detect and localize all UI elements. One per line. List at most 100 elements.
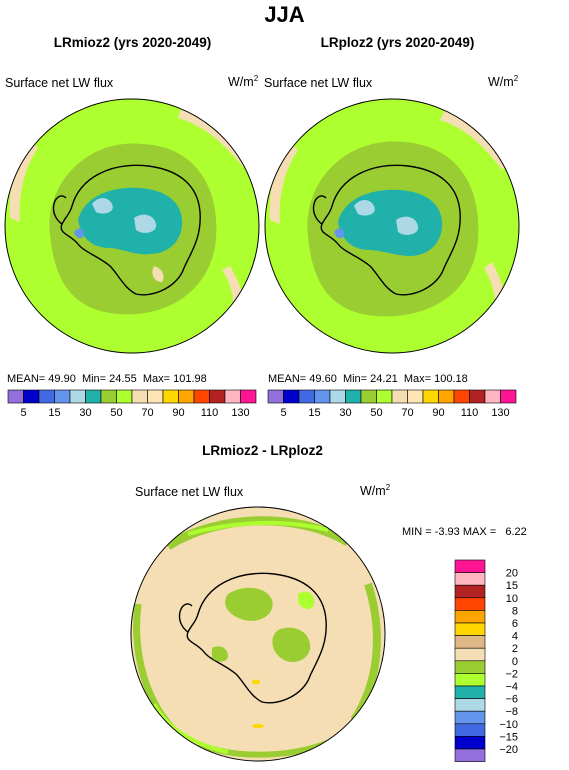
ice-patch	[269, 144, 298, 224]
diff-warm-spot	[252, 724, 264, 728]
panel-1-colorbar-swatch	[162, 389, 179, 404]
diff-colorbar-swatch	[454, 584, 486, 599]
panel-1-colorbar-swatch	[178, 389, 195, 404]
panel-2-colorbar-swatch	[422, 389, 439, 404]
interior-light	[134, 214, 157, 233]
diff-colorbar-tick-label: 4	[512, 631, 518, 643]
panel-2-colorbar-swatch	[283, 389, 300, 404]
panel-2-variable: Surface net LW flux	[264, 76, 373, 90]
diff-green-patch	[212, 646, 228, 662]
diff-colorbar-tick-label: −10	[499, 719, 518, 731]
diff-colorbar-tick-label: 10	[506, 593, 518, 605]
panel-1-colorbar-tick-label: 5	[20, 407, 26, 419]
panel-1-colorbar-tick-label: 15	[48, 407, 60, 419]
panel-2-colorbar-swatch	[267, 389, 284, 404]
ice-patch	[440, 108, 510, 170]
diff-colorbar-swatch	[454, 635, 486, 649]
diff-colorbar-swatch	[454, 710, 486, 725]
panel-2-colorbar-swatch	[376, 389, 393, 404]
panel-2-colorbar-tick-label: 110	[461, 407, 479, 419]
panel-1-stats: MEAN= 49.90 Min= 24.55 Max= 101.98	[7, 373, 207, 385]
diff-colorbar-tick-label: 6	[512, 618, 518, 630]
diff-colorbar-swatch	[454, 610, 486, 624]
panel-1-colorbar-swatch	[23, 389, 40, 404]
panel-2-colorbar-tick-label: 90	[432, 407, 444, 419]
panel-1-colorbar-swatch	[240, 389, 257, 404]
panel-1-colorbar-swatch	[116, 389, 133, 404]
diff-colorbar-tick-label: 0	[512, 656, 518, 668]
panel-1-colorbar-tick-label: 110	[201, 407, 219, 419]
panel-2-colorbar-swatch	[345, 389, 362, 404]
panel-2-colorbar-tick-label: 50	[370, 407, 382, 419]
panel-1-colorbar-tick-label: 50	[110, 407, 122, 419]
interior-light	[354, 200, 375, 216]
panel-2-colorbar-swatch	[391, 389, 408, 404]
panel-1-colorbar-swatch	[100, 389, 117, 404]
diff-colorbar-tick-label: −4	[505, 681, 518, 693]
diff-green-patch	[225, 587, 273, 621]
diff-colorbar-tick-label: −20	[499, 744, 518, 756]
diff-light-patch	[298, 591, 315, 610]
diff-colorbar-swatch	[454, 597, 486, 611]
panel-2-map	[264, 98, 520, 354]
figure-title: JJA	[264, 2, 305, 27]
panel-1-colorbar-tick-label: 90	[172, 407, 184, 419]
panel-2-colorbar-swatch	[500, 389, 517, 404]
panel-2-colorbar-swatch	[469, 389, 486, 404]
panel-1-colorbar-swatch	[69, 389, 86, 404]
light-ring	[265, 99, 519, 353]
panel-1-colorbar-swatch	[147, 389, 164, 404]
diff-colorbar-tick-label: −15	[499, 731, 518, 743]
diff-colorbar-swatch	[454, 673, 486, 687]
diff-light-band	[152, 703, 229, 754]
panel-1-colorbar-swatch	[38, 389, 55, 404]
panel-2-colorbar-swatch	[298, 389, 315, 404]
interior-blue	[74, 228, 84, 239]
interior-light	[92, 198, 113, 214]
panel-2-stats: MEAN= 49.60 Min= 24.21 Max= 100.18	[268, 373, 468, 385]
panel-2-colorbar-swatch	[360, 389, 377, 404]
panel-1-colorbar: 5 15 30 50 70 90 110 130	[7, 389, 257, 419]
panel-1-map	[4, 98, 260, 354]
interior-light	[396, 216, 419, 235]
diff-map	[130, 506, 386, 762]
panel-2-colorbar-swatch	[438, 389, 455, 404]
light-ring	[5, 99, 259, 353]
diff-colorbar-tick-label: 8	[512, 605, 518, 617]
panel-1-colorbar-swatch	[54, 389, 71, 404]
diff-green-patch	[272, 627, 311, 663]
panel-2-colorbar-tick-label: 30	[339, 407, 351, 419]
diff-colorbar-swatch	[454, 559, 486, 573]
panel-2-colorbar-tick-label: 5	[280, 407, 286, 419]
panel-1-colorbar-swatch	[131, 389, 148, 404]
panel-2-colorbar-swatch	[484, 389, 501, 404]
ice-patch	[178, 106, 250, 168]
panel-1-colorbar-swatch	[209, 389, 226, 404]
diff-colorbar-swatch	[454, 723, 486, 737]
diff-stats: MIN = -3.93 MAX = 6.22	[402, 526, 527, 538]
diff-title: LRmioz2 - LRploz2	[202, 443, 323, 458]
diff-colorbar-tick-label: −6	[505, 694, 518, 706]
panel-1-colorbar-swatch	[224, 389, 241, 404]
panel-2-colorbar-swatch	[314, 389, 331, 404]
interior-blue	[334, 228, 344, 239]
panel-2-title: LRploz2 (yrs 2020-2049)	[320, 35, 475, 50]
diff-colorbar-swatch	[454, 572, 486, 586]
diff-colorbar-swatch	[454, 736, 486, 750]
coastline-peninsula	[312, 195, 327, 225]
diff-colorbar-tick-label: −8	[505, 706, 518, 718]
panel-2-colorbar-swatch	[407, 389, 424, 404]
diff-colorbar-swatch	[454, 748, 486, 762]
ice-patch	[9, 142, 38, 222]
panel-2-colorbar-swatch	[329, 389, 346, 404]
panel-1-colorbar-tick-label: 70	[141, 407, 153, 419]
diff-colorbar-tick-label: 15	[506, 580, 518, 592]
panel-1-title: LRmioz2 (yrs 2020-2049)	[53, 35, 212, 50]
diff-variable: Surface net LW flux	[135, 485, 244, 499]
diff-colorbar-swatch	[454, 647, 486, 662]
panel-2-colorbar-tick-label: 15	[308, 407, 320, 419]
continent	[186, 572, 327, 704]
panel-2-colorbar-tick-label: 130	[491, 407, 509, 419]
diff-colorbar-tick-label: 2	[512, 643, 518, 655]
panel-1-colorbar-swatch	[193, 389, 210, 404]
